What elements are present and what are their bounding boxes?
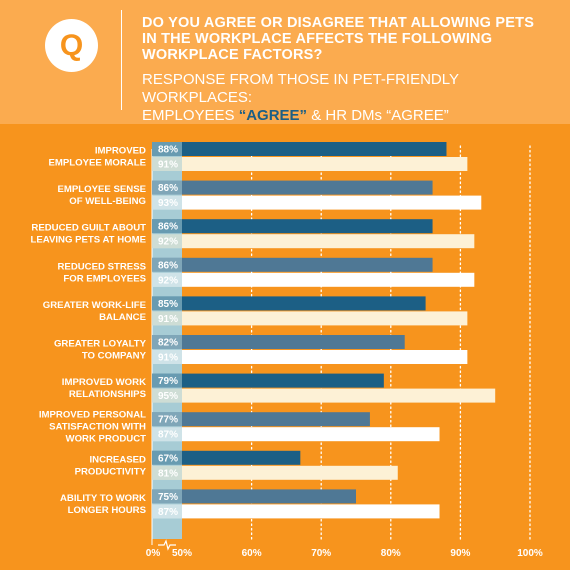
category-label: IMPROVED PERSONAL (39, 410, 146, 421)
hr-value-label: 81% (158, 468, 178, 479)
x-tick-label: 80% (381, 548, 401, 559)
hr-bar (152, 504, 440, 519)
question-header: Q DO YOU AGREE OR DISAGREE THAT ALLOWING… (0, 0, 570, 124)
hr-bar (152, 234, 475, 249)
category-label: FOR EMPLOYEES (63, 273, 146, 284)
category-label: INCREASED (89, 454, 146, 465)
employees-bar (152, 335, 405, 349)
employees-value-label: 85% (158, 299, 178, 310)
axis-band-overlay (152, 142, 182, 171)
axis-band-overlay (152, 180, 182, 210)
response-line-1: RESPONSE FROM THOSE IN PET-FRIENDLY WORK… (142, 71, 459, 106)
category-label: SATISFACTION WITH (49, 422, 146, 433)
employees-value-label: 82% (158, 338, 178, 349)
axis-band-overlay (152, 489, 182, 519)
hr-value-label: 87% (158, 507, 178, 518)
axis-band-overlay (152, 335, 182, 364)
category-label: TO COMPANY (82, 351, 147, 362)
category-label: ABILITY TO WORK (60, 493, 146, 504)
category-label: PRODUCTIVITY (75, 466, 147, 477)
q-badge-letter: Q (59, 29, 84, 62)
employees-bar (152, 296, 426, 311)
employees-bar (152, 412, 370, 427)
category-label: IMPROVED WORK (62, 377, 146, 388)
axis-band-overlay (152, 219, 182, 249)
employees-bar (152, 142, 447, 156)
response-subtitle: RESPONSE FROM THOSE IN PET-FRIENDLY WORK… (142, 71, 562, 125)
hr-bar (152, 427, 440, 442)
category-label: LONGER HOURS (68, 505, 147, 516)
x-tick-label: 90% (450, 548, 470, 559)
header-divider (121, 10, 122, 110)
response-line-2: EMPLOYEES “AGREE” & HR DMs “AGREE” (142, 107, 562, 125)
x-tick-label: 0% (146, 548, 161, 559)
axis-break-icon (158, 539, 176, 551)
employees-bar (152, 450, 301, 465)
hr-value-label: 91% (158, 353, 178, 364)
axis-band-overlay (152, 373, 182, 403)
hr-value-label: 92% (158, 237, 178, 248)
response-suffix: & HR DMs “AGREE” (307, 107, 449, 124)
employees-bar (152, 180, 433, 195)
x-tick-label: 70% (311, 548, 331, 559)
x-tick-label: 60% (242, 548, 262, 559)
hr-bar (152, 388, 496, 403)
hr-bar (152, 157, 468, 171)
category-label: GREATER LOYALTY (54, 339, 147, 350)
category-label: BALANCE (99, 312, 147, 323)
employees-value-label: 86% (158, 183, 178, 194)
hr-value-label: 95% (158, 391, 178, 402)
axis-band-overlay (152, 257, 182, 287)
hr-value-label: 91% (158, 160, 178, 171)
employees-bar (152, 373, 384, 388)
category-label: EMPLOYEE SENSE (58, 184, 147, 195)
category-label: OF WELL-BEING (69, 196, 146, 207)
employees-value-label: 79% (158, 376, 178, 387)
employees-value-label: 86% (158, 260, 178, 271)
category-label: RELATIONSHIPS (69, 389, 147, 400)
category-label: REDUCED STRESS (58, 261, 147, 272)
category-label: GREATER WORK-LIFE (43, 300, 147, 311)
category-label: EMPLOYEE MORALE (48, 158, 146, 169)
hr-value-label: 91% (158, 314, 178, 325)
q-badge-icon: Q (45, 19, 98, 72)
x-tick-label: 100% (517, 548, 543, 559)
category-label: IMPROVED (95, 146, 146, 157)
category-label: LEAVING PETS AT HOME (31, 235, 147, 246)
axis-band-overlay (152, 450, 182, 480)
employees-value-label: 77% (158, 415, 178, 426)
category-label: WORK PRODUCT (66, 434, 147, 445)
hr-value-label: 93% (158, 198, 178, 209)
employees-value-label: 86% (158, 222, 178, 233)
employees-bar (152, 257, 433, 272)
hr-bar (152, 465, 398, 480)
employees-bar (152, 489, 356, 504)
hr-bar (152, 311, 468, 326)
axis-band-overlay (152, 296, 182, 326)
hr-bar (152, 350, 468, 364)
employees-agree-legend: “AGREE” (238, 107, 308, 124)
hr-value-label: 87% (158, 430, 178, 441)
category-label: REDUCED GUILT ABOUT (31, 223, 146, 234)
hr-bar (152, 195, 482, 210)
employees-value-label: 75% (158, 492, 178, 503)
hr-value-label: 92% (158, 275, 178, 286)
hr-bar (152, 272, 475, 287)
employees-bar (152, 219, 433, 234)
response-prefix: EMPLOYEES (142, 107, 239, 124)
axis-band-overlay (152, 412, 182, 442)
question-text: DO YOU AGREE OR DISAGREE THAT ALLOWING P… (142, 15, 535, 63)
employees-value-label: 88% (158, 145, 178, 156)
employees-value-label: 67% (158, 453, 178, 464)
x-tick-label: 50% (172, 548, 192, 559)
